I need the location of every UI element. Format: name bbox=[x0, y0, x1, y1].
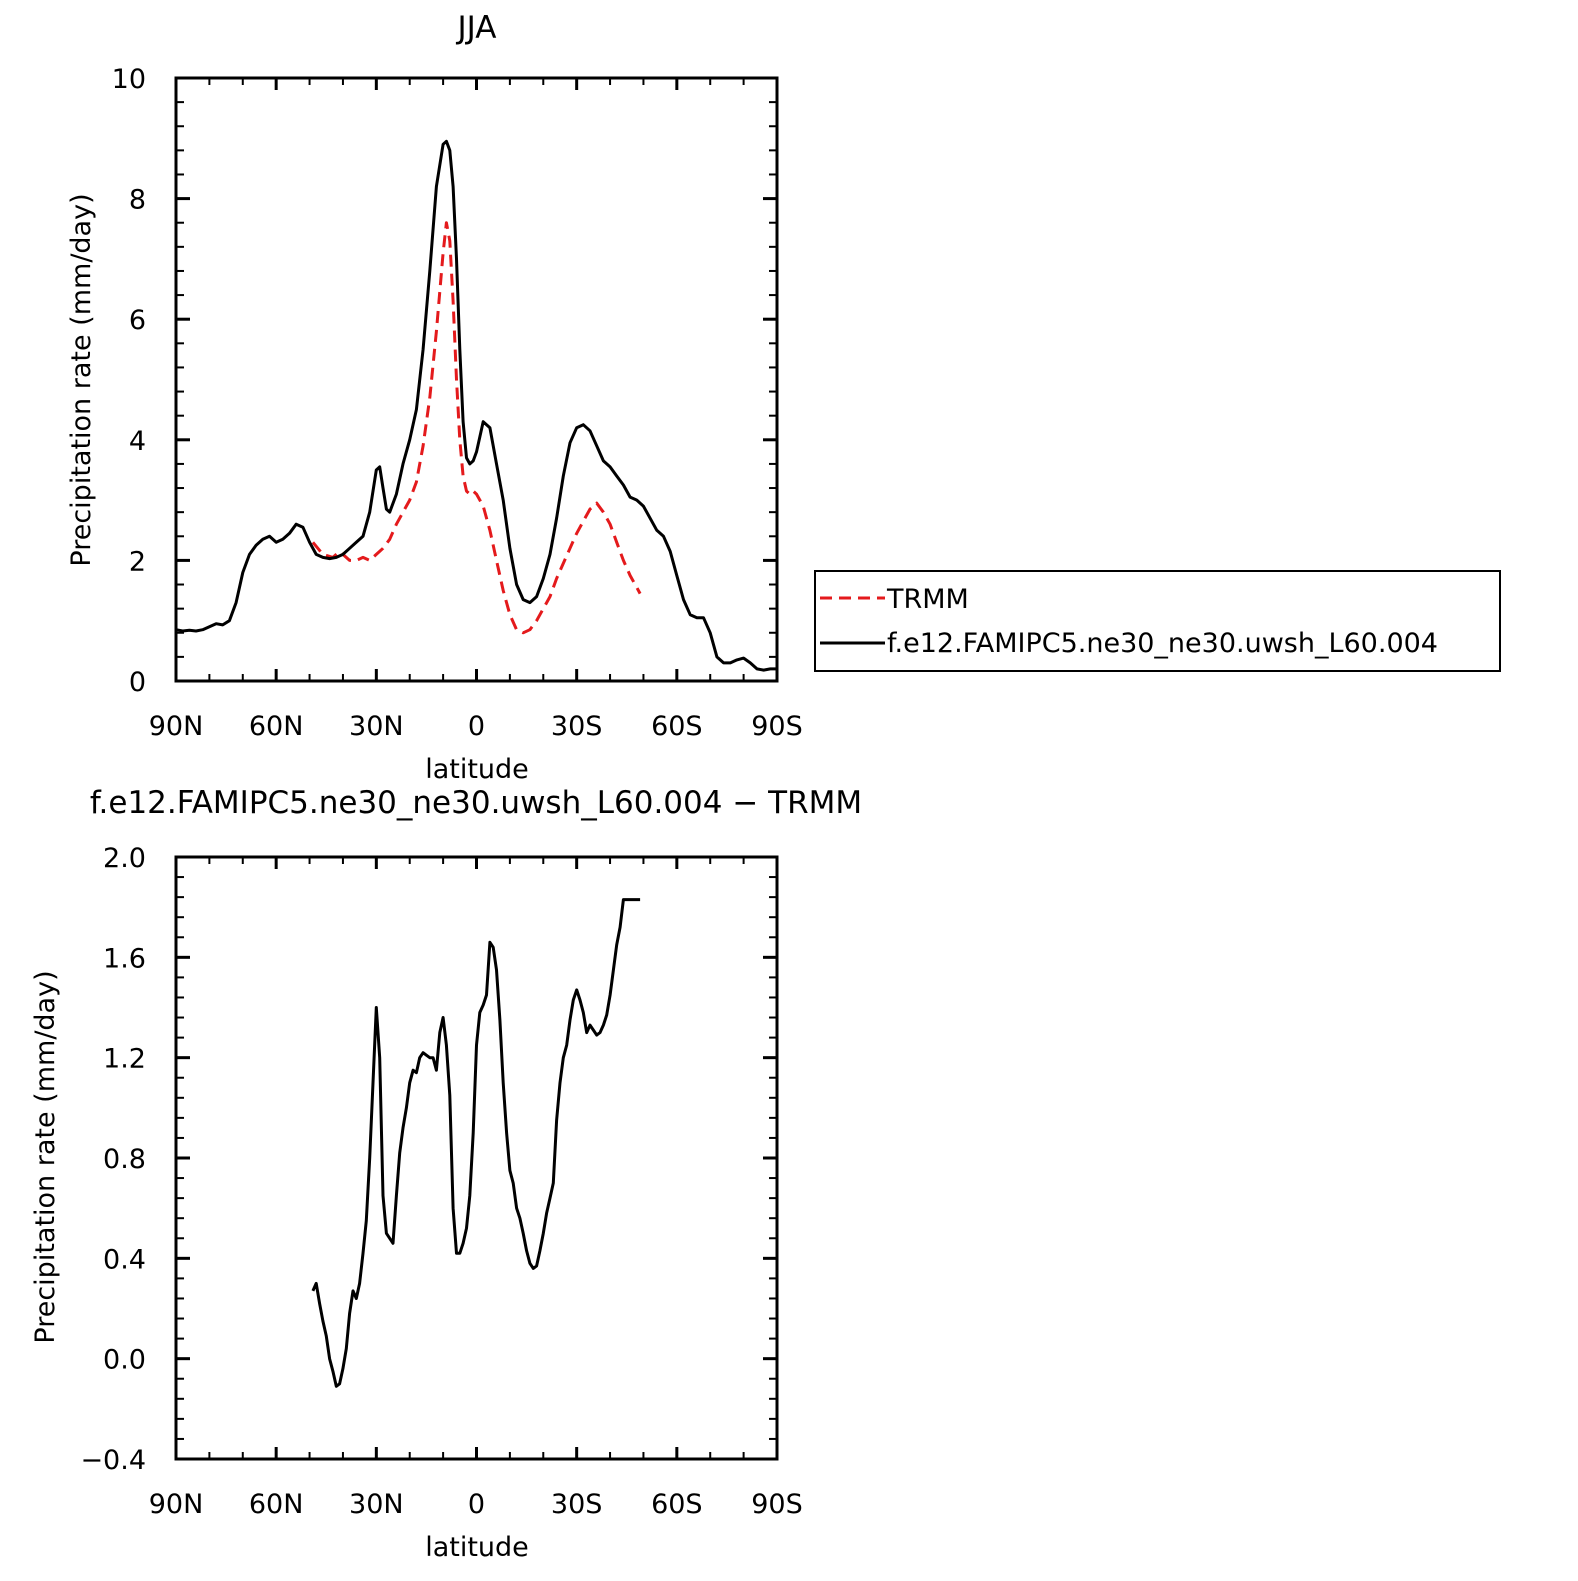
top-chart-ticks: 90N 60N 30N 0 30S 60S 90S 0 2 4 6 8 10 bbox=[112, 64, 803, 742]
top-y-axis-label: Precipitation rate (mm/day) bbox=[66, 193, 97, 566]
chart-0-y-tick-label: 2 bbox=[129, 546, 146, 577]
chart-1-y-tick-label: −0.4 bbox=[80, 1445, 146, 1476]
chart-0-y-tick-label: 4 bbox=[129, 426, 146, 457]
bottom-chart-panel: f.e12.FAMIPC5.ne30_ne30.uwsh_L60.004 − T… bbox=[30, 785, 862, 1563]
chart-1-x-tick-label: 30S bbox=[551, 1489, 603, 1520]
top-plot-frame bbox=[174, 76, 779, 683]
chart-1-x-tick-label: 90S bbox=[751, 1489, 803, 1520]
chart-0-series-line-0 bbox=[311, 221, 642, 635]
bottom-plot-frame bbox=[174, 855, 779, 1461]
legend-label-model: f.e12.FAMIPC5.ne30_ne30.uwsh_L60.004 bbox=[887, 628, 1438, 659]
chart-1-y-tick-label: 2.0 bbox=[103, 843, 146, 874]
chart-1-y-tick-label: 0.0 bbox=[103, 1345, 146, 1376]
chart-1-x-tick-label: 60N bbox=[249, 1489, 304, 1520]
chart-1-y-tick-label: 0.8 bbox=[103, 1144, 146, 1175]
bottom-chart-ticks: 90N 60N 30N 0 30S 60S 90S −0.4 0.0 0.4 0.8 1.2 1.6 2.… bbox=[80, 843, 802, 1520]
chart-0-y-tick-label: 8 bbox=[129, 185, 146, 216]
chart-0-x-tick-label: 60N bbox=[249, 711, 304, 742]
chart-1-x-tick-label: 0 bbox=[468, 1489, 485, 1520]
chart-0-x-tick-label: 90S bbox=[751, 711, 803, 742]
chart-1-series-line-0 bbox=[311, 898, 641, 1388]
top-x-axis-label: latitude bbox=[425, 754, 529, 785]
chart-1-y-tick-label: 1.6 bbox=[103, 943, 146, 974]
legend-label-trmm: TRMM bbox=[886, 584, 969, 615]
chart-1-x-tick-label: 30N bbox=[349, 1489, 404, 1520]
chart-1-x-tick-label: 60S bbox=[651, 1489, 703, 1520]
chart-0-x-tick-label: 0 bbox=[468, 711, 485, 742]
legend-box bbox=[814, 570, 1501, 672]
chart-0-y-tick-label: 6 bbox=[129, 305, 146, 336]
chart-1-y-tick-label: 1.2 bbox=[103, 1044, 146, 1075]
chart-0-y-tick-label: 10 bbox=[112, 64, 146, 95]
chart-0-x-tick-label: 30N bbox=[349, 711, 404, 742]
chart-0-series-line-1 bbox=[175, 139, 777, 672]
chart-1-x-tick-label: 90N bbox=[149, 1489, 204, 1520]
chart-1-y-tick-label: 0.4 bbox=[103, 1244, 146, 1275]
chart-0-x-tick-label: 30S bbox=[551, 711, 603, 742]
bottom-chart-series bbox=[311, 898, 641, 1388]
legend: TRMM f.e12.FAMIPC5.ne30_ne30.uwsh_L60.00… bbox=[814, 570, 1501, 672]
bottom-chart-title: f.e12.FAMIPC5.ne30_ne30.uwsh_L60.004 − T… bbox=[90, 785, 862, 821]
top-chart-series bbox=[175, 139, 777, 672]
top-chart-title: JJA bbox=[456, 10, 497, 46]
chart-0-x-tick-label: 60S bbox=[651, 711, 703, 742]
chart-0-x-tick-label: 90N bbox=[149, 711, 204, 742]
chart-0-y-tick-label: 0 bbox=[129, 667, 146, 698]
bottom-x-axis-label: latitude bbox=[425, 1532, 529, 1563]
bottom-y-axis-label: Precipitation rate (mm/day) bbox=[30, 970, 61, 1343]
